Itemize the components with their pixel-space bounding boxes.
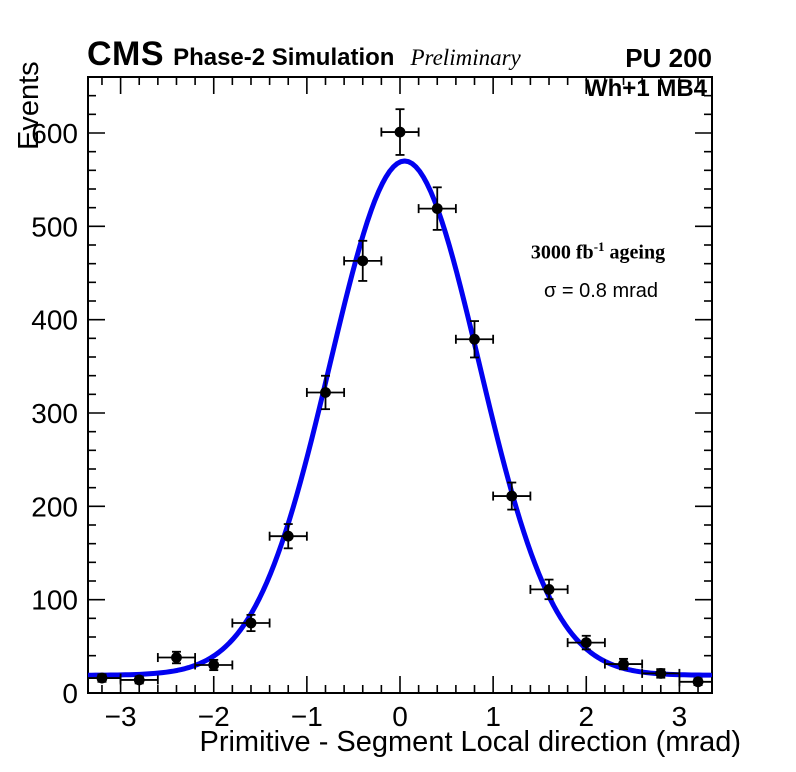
ageing-text: 3000 fb [530, 241, 594, 264]
x-tick-label: 1 [485, 701, 501, 732]
data-point [394, 126, 406, 138]
data-point [431, 203, 443, 215]
data-point [655, 668, 667, 679]
y-tick-label: 0 [62, 678, 78, 709]
data-point [320, 387, 331, 398]
data-points [88, 108, 712, 688]
x-tick-label: 0 [392, 701, 408, 732]
data-point [245, 617, 257, 629]
data-point [208, 659, 220, 671]
y-tick-label: 300 [31, 398, 78, 429]
data-point [506, 490, 518, 502]
data-point [580, 637, 592, 648]
fit-curve [88, 158, 712, 678]
x-tick-label: −3 [105, 701, 137, 732]
preliminary-label: Preliminary [410, 45, 521, 70]
x-tick-label: 2 [578, 701, 594, 732]
data-point [96, 672, 108, 684]
plot-header: CMS Phase-2 Simulation Preliminary [87, 37, 521, 71]
pileup-label: PU 200 [625, 43, 712, 73]
x-tick-label: 3 [672, 701, 688, 732]
data-point [543, 584, 555, 595]
y-tick-label: 400 [31, 305, 78, 336]
data-point [469, 333, 480, 345]
x-axis-title: Primitive - Segment Local direction (mra… [199, 726, 741, 758]
data-point [357, 255, 369, 267]
y-tick-label: 600 [31, 118, 78, 149]
y-tick-label: 100 [31, 585, 78, 616]
region-label: Wh+1 MB4 [584, 75, 707, 102]
x-tick-label: −2 [198, 701, 230, 732]
sigma-annotation: σ = 0.8 mrad [543, 280, 659, 302]
cms-logo-label: CMS [87, 35, 165, 73]
simulation-label: Phase-2 Simulation [173, 44, 395, 71]
x-tick-label: −1 [291, 701, 323, 732]
ageing-annotation: 3000 fb-1 ageing [531, 240, 665, 263]
data-point [133, 674, 145, 686]
ageing-superscript: -1 [593, 239, 605, 254]
data-point [692, 676, 704, 688]
axis-ticks [88, 76, 712, 694]
ageing-suffix: ageing [604, 241, 666, 264]
data-point [282, 530, 294, 542]
y-tick-label: 200 [31, 491, 78, 522]
data-point [171, 652, 182, 663]
tick-labels: −3 −2 −1 0 1 2 3 0 100 200 300 400 500 600 [31, 118, 687, 732]
y-axis-title: Events [13, 61, 45, 150]
plot-frame [87, 76, 713, 694]
data-point [618, 658, 629, 670]
y-tick-label: 500 [31, 211, 78, 242]
